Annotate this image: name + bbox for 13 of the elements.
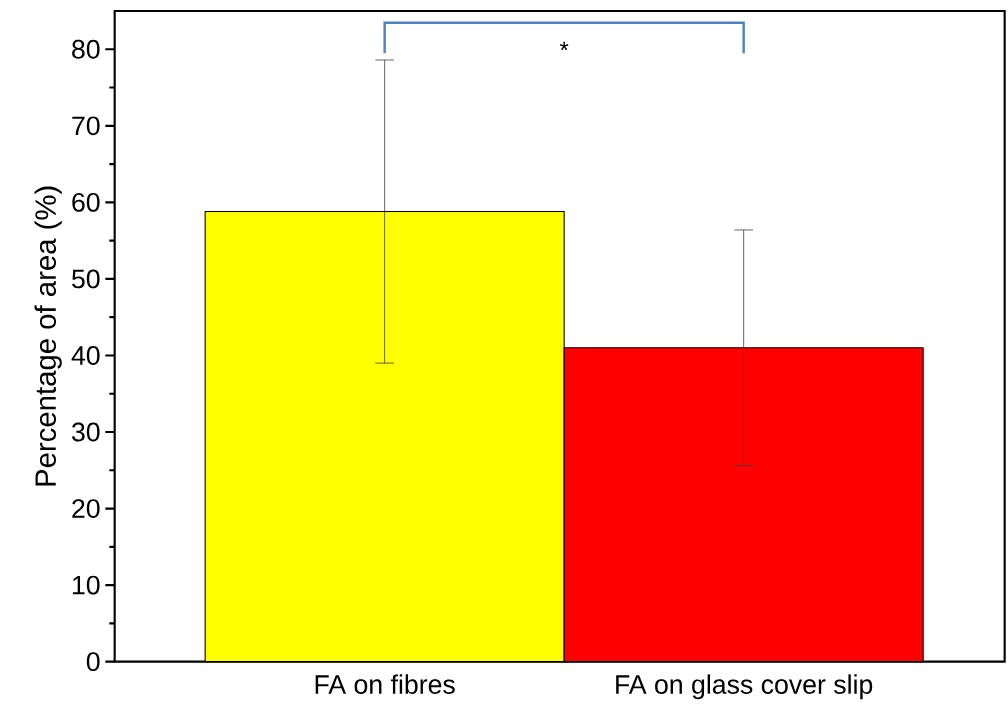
x-tick-label: FA on glass cover slip — [616, 674, 873, 700]
y-tick-label: 30 — [71, 422, 100, 442]
annotation: * — [559, 41, 569, 51]
x-tick-label: FA on fibres — [315, 674, 455, 694]
y-tick-label: 80 — [72, 39, 100, 59]
y-tick-label: 50 — [72, 269, 100, 289]
y-tick-label: 40 — [71, 346, 100, 365]
y-tick-label: 10 — [73, 575, 100, 595]
y-tick-label: 20 — [72, 499, 100, 518]
y-tick-label: 60 — [72, 192, 100, 212]
y-tick-label: 70 — [72, 116, 100, 136]
y-axis-title: Percentage of area (%) — [34, 186, 62, 486]
y-tick-label: 0 — [86, 652, 100, 672]
